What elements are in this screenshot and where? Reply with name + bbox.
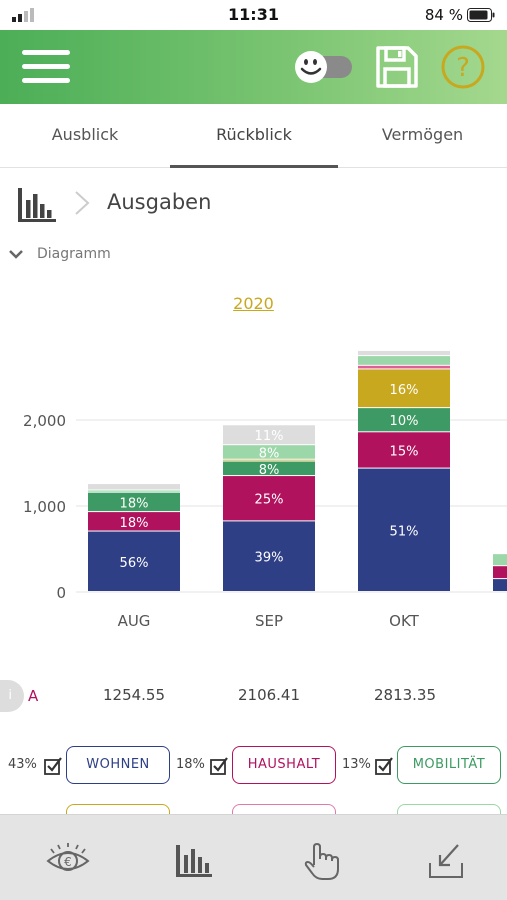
year-link[interactable]: 2020 [233,294,274,313]
total-aug: 1254.55 [102,686,166,704]
category-haushalt: 18% HAUSHALT [176,746,340,786]
tab-vermoegen[interactable]: Vermögen [381,125,464,144]
total-okt: 2813.35 [373,686,437,704]
expenses-bar-chart: 0 1,000 2,000 56% 18% 18% AUG 39% 25% 8% 8% 11% SEP 5… [23,350,507,630]
category-percentage: 13% [342,757,371,772]
bar-segment [358,350,450,356]
hand-pointer-icon[interactable] [300,841,344,881]
bar-segment [223,459,315,461]
bar-segment [88,531,180,591]
bar-segment [493,579,507,591]
bar-chart-icon[interactable] [16,186,58,224]
category-pill-haushalt[interactable]: HAUSHALT [232,746,336,784]
bar-segment [88,484,180,490]
bar-data-label: 8% [259,446,280,461]
bar-segment [358,408,450,432]
download-tray-icon[interactable] [424,841,468,881]
svg-text:€: € [64,855,72,869]
bar-data-label: 10% [390,414,419,429]
bar-data-label: 25% [255,493,284,508]
x-tick-label: AUG [118,612,151,630]
section-header: Ausgaben [0,168,507,238]
category-pill-mobilitaet[interactable]: MOBILITÄT [397,746,501,784]
bar-segment [223,425,315,445]
category-mobilitaet: 13% MOBILITÄT [342,746,502,786]
category-pill-partial[interactable] [232,804,336,820]
bar-segment [358,432,450,468]
bar-segment [358,369,450,408]
section-title: Ausgaben [107,190,212,214]
tab-ausblick[interactable]: Ausblick [51,125,119,144]
checkbox-checked-icon[interactable] [44,757,62,775]
bar-data-label: 18% [120,516,149,531]
bar-segment [493,566,507,579]
category-filter-row: 43% WOHNEN 18% HAUSHALT 13% MOBILITÄT [0,746,507,786]
bar-segment [223,461,315,476]
hamburger-menu-button[interactable] [22,50,70,86]
help-icon[interactable]: ? [440,44,486,90]
x-tick-label: OKT [389,612,419,630]
bar-segment [358,365,450,369]
category-filter-row-partial [0,800,507,820]
checkbox-checked-icon[interactable] [375,757,393,775]
category-percentage: 18% [176,757,205,772]
euro-eye-icon[interactable]: € [46,841,90,881]
category-percentage: 43% [8,757,37,772]
chevron-right-icon [75,191,90,215]
bar-data-label: 16% [390,383,419,398]
bar-data-label: 39% [255,551,284,566]
signal-icon [12,8,34,22]
battery-icon [467,8,495,22]
bar-segment [223,445,315,459]
category-pill-wohnen[interactable]: WOHNEN [66,746,170,784]
y-tick-label: 1,000 [23,498,66,516]
bar-data-label: 15% [390,444,419,459]
bar-data-label: 8% [259,463,280,478]
bar-segment [493,554,507,566]
y-tick-label: 0 [56,584,66,602]
bar-segment [88,490,180,492]
status-bar: 11:31 84 % [0,0,507,30]
bar-segment [358,468,450,591]
bar-data-label: 11% [255,429,284,444]
svg-text:?: ? [456,53,470,83]
category-pill-partial[interactable] [397,804,501,820]
tab-bar: Ausblick Rückblick Vermögen [0,104,507,168]
bar-data-label: 56% [120,556,149,571]
category-pill-partial[interactable] [66,804,170,820]
app-header: ? [0,30,507,104]
bar-chart-icon[interactable] [172,841,216,881]
info-button[interactable]: i [0,680,24,712]
x-tick-label: SEP [255,612,283,630]
bar-segment [223,476,315,521]
bar-segment [358,356,450,365]
tab-rueckblick[interactable]: Rückblick [170,104,338,168]
y-tick-label: 2,000 [23,412,66,430]
bar-segment [88,512,180,531]
battery-percentage: 84 % [424,6,463,24]
diagram-toggle-label: Diagramm [37,246,111,262]
status-time: 11:31 [228,5,279,24]
bar-segment [223,521,315,591]
bar-data-label: 18% [120,496,149,511]
checkbox-checked-icon[interactable] [210,757,228,775]
bar-data-label: 51% [390,524,419,539]
category-wohnen: 43% WOHNEN [8,746,172,786]
bottom-navigation: € [0,814,507,900]
total-sep: 2106.41 [237,686,301,704]
save-icon[interactable] [374,44,420,90]
chevron-down-icon [9,250,23,259]
smiley-toggle-switch[interactable] [294,50,352,84]
bar-segment [88,492,180,512]
totals-row-label: A [28,687,39,705]
